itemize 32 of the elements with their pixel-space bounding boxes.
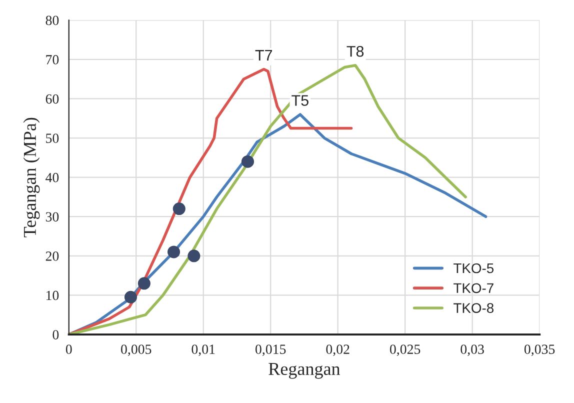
point — [138, 277, 150, 290]
y-tick-label: 30 — [46, 212, 59, 222]
y-tick-label: 10 — [46, 290, 59, 300]
x-axis-title: Regangan — [268, 363, 340, 379]
point — [241, 155, 254, 168]
y-tick-label: 0 — [52, 330, 59, 340]
annotation: T7 — [255, 50, 272, 61]
legend-label: TKO-5 — [454, 263, 494, 274]
point — [124, 290, 138, 304]
point — [168, 246, 180, 258]
x-tick-label: 0,01 — [192, 344, 215, 356]
y-tick-label: 80 — [46, 16, 59, 26]
annotation: T8 — [346, 46, 364, 57]
x-tick-label: 0,03 — [460, 344, 484, 356]
y-axis-title: Tegangan (MPa) — [23, 118, 40, 238]
x-tick-label: 0,02 — [326, 344, 350, 356]
point — [172, 202, 186, 216]
x-tick-label: 0,005 — [121, 344, 152, 356]
x-tick-label: 0,015 — [256, 344, 286, 356]
x-tick-label: 0,035 — [524, 344, 555, 356]
legend-label: TKO-8 — [454, 303, 494, 313]
point — [188, 250, 200, 262]
x-tick-label: 0,025 — [390, 344, 420, 356]
annotation: T5 — [292, 95, 308, 106]
y-tick-label: 70 — [46, 55, 59, 64]
y-tick-label: 20 — [46, 251, 59, 261]
y-tick-label: 50 — [46, 134, 59, 143]
legend-label: TKO-7 — [454, 283, 494, 294]
y-tick-label: 40 — [46, 172, 59, 182]
x-tick-label: 0 — [66, 344, 72, 354]
y-tick-label: 60 — [46, 94, 59, 104]
line-series — [68, 68, 353, 334]
